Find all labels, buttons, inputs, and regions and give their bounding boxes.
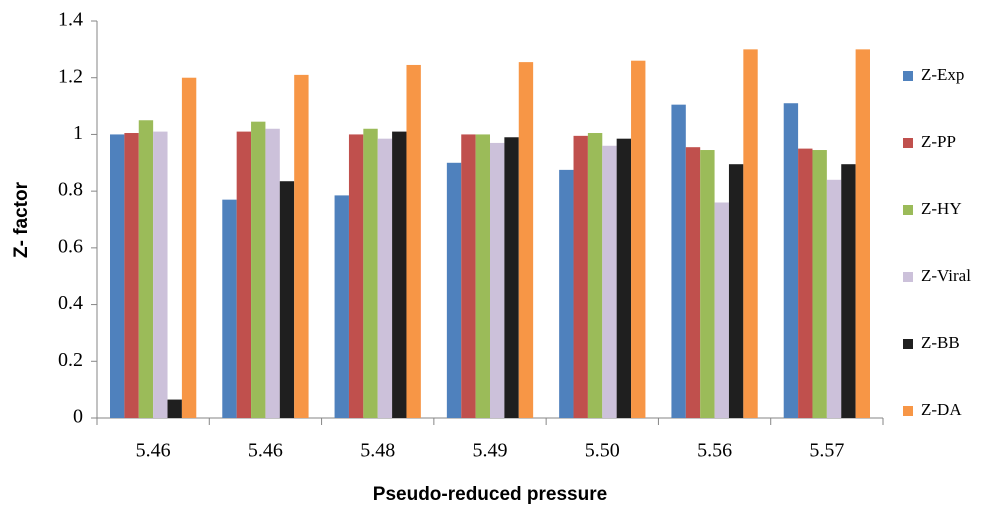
x-tick-label: 5.48 xyxy=(360,440,395,462)
bar xyxy=(475,134,490,418)
bar xyxy=(236,131,252,419)
bar xyxy=(110,134,125,418)
y-tick-label: 1.4 xyxy=(58,9,83,31)
bar xyxy=(714,202,729,418)
bar xyxy=(265,128,280,418)
legend-label: Z-HY xyxy=(921,199,962,218)
bar xyxy=(124,133,139,418)
y-axis-title: Z- factor xyxy=(11,181,32,258)
x-tick-label: 5.49 xyxy=(473,440,508,462)
y-tick-label: 1.2 xyxy=(58,65,83,87)
legend-label: Z-DA xyxy=(921,400,962,419)
x-axis-title: Pseudo-reduced pressure xyxy=(373,484,607,505)
bar xyxy=(559,169,574,418)
bar xyxy=(406,64,421,418)
legend-swatch xyxy=(903,138,913,148)
legend-swatch xyxy=(903,272,913,282)
bar xyxy=(490,142,505,418)
legend-label: Z-Viral xyxy=(921,266,971,285)
bar xyxy=(573,135,588,418)
bar xyxy=(251,121,266,419)
bar xyxy=(616,138,632,419)
bar xyxy=(700,150,715,418)
legend-swatch xyxy=(903,205,913,215)
bar xyxy=(504,137,519,418)
legend-swatch xyxy=(903,71,913,81)
legend-swatch xyxy=(903,406,913,416)
y-tick-label: 0 xyxy=(73,406,83,428)
y-tick-label: 0.6 xyxy=(58,235,83,257)
bar xyxy=(783,103,799,418)
y-tick-label: 0.8 xyxy=(58,179,83,201)
bar xyxy=(798,148,813,418)
legend-swatch xyxy=(903,339,913,349)
bar xyxy=(446,162,462,418)
bar xyxy=(392,131,407,419)
bar xyxy=(602,145,617,418)
bar xyxy=(461,134,476,418)
x-tick-label: 5.56 xyxy=(697,440,732,462)
bar xyxy=(138,120,154,418)
bar xyxy=(222,199,237,418)
bar xyxy=(153,131,168,419)
y-tick-label: 0.4 xyxy=(58,292,83,314)
bar xyxy=(294,74,309,418)
bar xyxy=(812,150,827,418)
bar xyxy=(377,138,393,419)
legend-label: Z-Exp xyxy=(921,65,964,84)
bar xyxy=(334,195,349,418)
bar xyxy=(363,128,378,418)
bar xyxy=(671,104,686,419)
legend-label: Z-BB xyxy=(921,333,960,352)
bar xyxy=(587,133,603,418)
bar xyxy=(826,179,842,418)
x-tick-label: 5.50 xyxy=(585,440,620,462)
bar xyxy=(348,134,364,418)
y-tick-label: 1 xyxy=(73,122,83,144)
bar xyxy=(841,164,856,418)
bar xyxy=(518,62,534,418)
bar xyxy=(279,181,295,418)
x-tick-label: 5.46 xyxy=(248,440,283,462)
bar xyxy=(631,60,646,418)
bar xyxy=(728,164,744,418)
y-tick-label: 0.2 xyxy=(58,349,83,371)
bar xyxy=(181,77,197,418)
bar xyxy=(167,399,182,418)
legend-label: Z-PP xyxy=(921,132,956,151)
bar xyxy=(855,49,870,418)
bar xyxy=(743,49,758,418)
bar xyxy=(685,147,701,419)
x-tick-label: 5.57 xyxy=(809,440,844,462)
x-tick-label: 5.46 xyxy=(136,440,171,462)
